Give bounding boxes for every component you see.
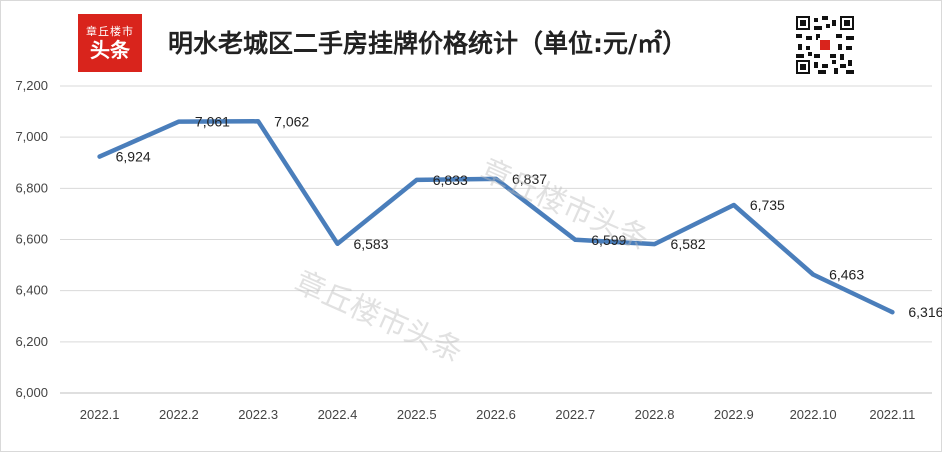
x-tick-label: 2022.5: [397, 407, 437, 422]
x-tick-label: 2022.9: [714, 407, 754, 422]
series-line: [97, 119, 895, 315]
x-tick-label: 2022.10: [790, 407, 837, 422]
data-label: 6,924: [116, 149, 151, 165]
gridlines: [60, 85, 932, 394]
data-label: 6,735: [750, 197, 785, 213]
data-label: 6,837: [512, 171, 547, 187]
x-tick-label: 2022.2: [159, 407, 199, 422]
y-tick-label: 6,200: [15, 334, 48, 349]
y-tick-label: 6,800: [15, 180, 48, 195]
x-tick-label: 2022.8: [635, 407, 675, 422]
data-label: 7,062: [274, 113, 309, 129]
data-label: 6,583: [353, 236, 388, 252]
x-axis-ticks: 2022.1 2022.2 2022.3 2022.4 2022.5 2022.6 2022…: [80, 407, 916, 422]
x-tick-label: 2022.3: [238, 407, 278, 422]
x-tick-label: 2022.7: [555, 407, 595, 422]
y-tick-label: 6,400: [15, 283, 48, 298]
y-axis-ticks: 6,000 6,200 6,400 6,600 6,800 7,000 7,200: [15, 78, 48, 400]
logo-line-1: 章丘楼市: [86, 24, 134, 38]
data-label: 6,463: [829, 267, 864, 283]
data-label: 6,316: [908, 304, 942, 320]
data-label: 7,061: [195, 114, 230, 130]
series-line-path: [97, 119, 895, 315]
data-label: 6,582: [671, 236, 706, 252]
data-labels: 6,924 7,061 7,062 6,583 6,833 6,837 6,599 6,582…: [116, 113, 942, 320]
y-tick-label: 7,200: [15, 78, 48, 93]
y-tick-label: 6,000: [15, 385, 48, 400]
brand-logo: 章丘楼市 头条: [78, 14, 142, 72]
y-tick-label: 6,600: [15, 232, 48, 247]
chart-title: 明水老城区二手房挂牌价格统计（单位:元/㎡）: [168, 29, 688, 58]
x-tick-label: 2022.1: [80, 407, 120, 422]
x-tick-label: 2022.6: [476, 407, 516, 422]
logo-line-2: 头条: [90, 37, 130, 62]
x-tick-label: 2022.11: [869, 407, 915, 422]
x-tick-label: 2022.4: [318, 407, 358, 422]
data-label: 6,599: [591, 232, 626, 248]
y-tick-label: 7,000: [15, 129, 48, 144]
qr-code-icon: [796, 16, 854, 74]
data-label: 6,833: [433, 172, 468, 188]
